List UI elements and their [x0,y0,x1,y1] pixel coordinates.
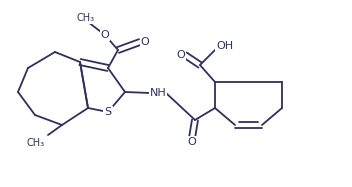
Text: CH₃: CH₃ [27,138,45,148]
Text: O: O [188,137,196,147]
Text: S: S [105,107,112,117]
Text: OH: OH [216,41,234,51]
Text: O: O [141,37,149,47]
Text: NH: NH [150,88,166,98]
Text: CH₃: CH₃ [77,13,95,23]
Text: O: O [101,30,109,40]
Text: O: O [177,50,186,60]
